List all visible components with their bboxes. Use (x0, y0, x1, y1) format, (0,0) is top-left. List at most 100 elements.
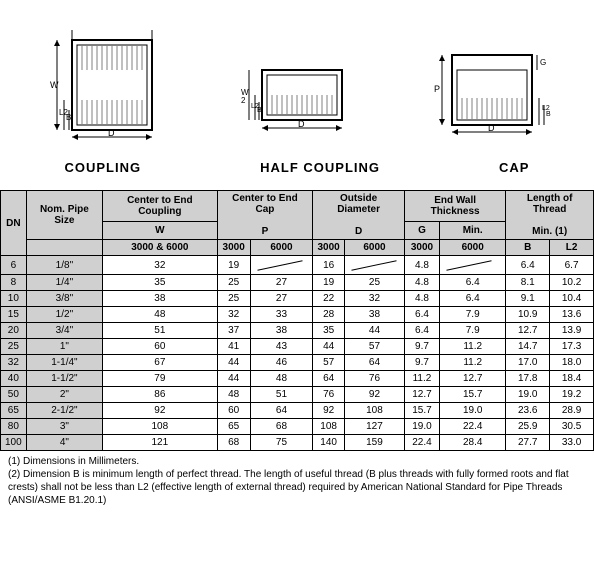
table-cell: 92 (344, 387, 404, 403)
svg-text:B: B (257, 107, 262, 114)
col-min: Min. (440, 221, 506, 239)
svg-text:D: D (108, 128, 115, 138)
table-cell: 60 (217, 403, 250, 419)
table-cell: 11.2 (404, 371, 439, 387)
table-cell: 19.0 (506, 387, 550, 403)
svg-text:B: B (66, 113, 71, 122)
col-sub-l2: L2 (550, 240, 594, 256)
table-cell: 79 (103, 371, 217, 387)
table-cell: 10 (1, 291, 27, 307)
table-cell: 10.4 (550, 291, 594, 307)
table-cell: 32 (344, 291, 404, 307)
table-cell: 75 (250, 435, 313, 451)
table-cell: 2-1/2" (26, 403, 102, 419)
col-nom: Nom. Pipe Size (26, 191, 102, 240)
table-cell: 22 (313, 291, 345, 307)
table-cell: 13.9 (550, 323, 594, 339)
table-cell: 43 (250, 339, 313, 355)
table-header: DN Nom. Pipe Size Center to End Coupling… (1, 191, 594, 256)
table-cell: 16 (313, 256, 345, 275)
table-cell: 9.7 (404, 339, 439, 355)
table-cell: 33 (250, 307, 313, 323)
table-cell: 4" (26, 435, 102, 451)
table-cell: 11.2 (440, 355, 506, 371)
footnotes: (1) Dimensions in Millimeters. (2) Dimen… (0, 451, 594, 511)
table-cell: 17.8 (506, 371, 550, 387)
table-cell: 27 (250, 275, 313, 291)
table-cell: 51 (250, 387, 313, 403)
col-od: Outside DiameterD (313, 191, 405, 240)
col-sub-d6: 6000 (344, 240, 404, 256)
table-cell: 48 (250, 371, 313, 387)
table-cell: 64 (313, 371, 345, 387)
table-cell: 48 (103, 307, 217, 323)
table-cell: 108 (313, 419, 345, 435)
col-dn: DN (1, 191, 27, 256)
table-cell: 27 (250, 291, 313, 307)
table-cell: 6.4 (404, 307, 439, 323)
table-cell: 127 (344, 419, 404, 435)
table-cell: 44 (217, 371, 250, 387)
table-cell: 108 (103, 419, 217, 435)
table-cell: 64 (344, 355, 404, 371)
table-cell: 12.7 (440, 371, 506, 387)
col-sub-p3: 3000 (217, 240, 250, 256)
svg-text:B: B (546, 111, 551, 118)
table-cell: 19.0 (404, 419, 439, 435)
table-cell: 28.4 (440, 435, 506, 451)
table-cell: 100 (1, 435, 27, 451)
table-cell: 1-1/2" (26, 371, 102, 387)
table-cell: 19.0 (440, 403, 506, 419)
table-cell: 76 (313, 387, 345, 403)
table-cell: 35 (313, 323, 345, 339)
svg-text:G: G (540, 58, 546, 67)
table-cell: 50 (1, 387, 27, 403)
table-cell: 76 (344, 371, 404, 387)
table-cell: 9.1 (506, 291, 550, 307)
table-cell: 27.7 (506, 435, 550, 451)
table-cell: 10.2 (550, 275, 594, 291)
table-cell: 25 (217, 275, 250, 291)
table-cell: 4.8 (404, 275, 439, 291)
table-cell: 13.6 (550, 307, 594, 323)
table-cell: 92 (103, 403, 217, 419)
coupling-diagram: W L2 B D (42, 20, 172, 140)
table-cell: 44 (313, 339, 345, 355)
col-sub-nom (26, 240, 102, 256)
table-cell: 7.9 (440, 323, 506, 339)
table-cell: 3" (26, 419, 102, 435)
table-cell: 25 (1, 339, 27, 355)
table-cell (440, 256, 506, 275)
table-body: 61/8"3219164.86.46.781/4"35252719254.86.… (1, 256, 594, 451)
table-cell: 35 (103, 275, 217, 291)
col-sub-w: 3000 & 6000 (103, 240, 217, 256)
table-cell: 44 (344, 323, 404, 339)
dimensions-table: DN Nom. Pipe Size Center to End Coupling… (0, 190, 594, 451)
table-cell: 48 (217, 387, 250, 403)
table-cell: 37 (217, 323, 250, 339)
table-cell: 3/8" (26, 291, 102, 307)
table-cell: 6 (1, 256, 27, 275)
table-cell: 19 (313, 275, 345, 291)
table-cell: 68 (250, 419, 313, 435)
table-cell: 38 (344, 307, 404, 323)
table-cell: 64 (250, 403, 313, 419)
table-cell: 25 (217, 291, 250, 307)
table-cell: 1/8" (26, 256, 102, 275)
table-cell: 4.8 (404, 256, 439, 275)
table-cell: 8.1 (506, 275, 550, 291)
table-cell: 40 (1, 371, 27, 387)
col-lot: Length of ThreadMin. (1) (506, 191, 594, 240)
table-cell: 12.7 (506, 323, 550, 339)
table-cell: 57 (313, 355, 345, 371)
table-row: 321-1/4"67444657649.711.217.018.0 (1, 355, 594, 371)
table-row: 81/4"35252719254.86.48.110.2 (1, 275, 594, 291)
table-cell: 6.4 (506, 256, 550, 275)
table-cell: 4.8 (404, 291, 439, 307)
col-w: W (103, 221, 217, 239)
table-cell: 7.9 (440, 307, 506, 323)
table-row: 251"60414344579.711.214.717.3 (1, 339, 594, 355)
table-cell: 32 (103, 256, 217, 275)
table-cell: 140 (313, 435, 345, 451)
svg-text:2: 2 (241, 96, 246, 105)
